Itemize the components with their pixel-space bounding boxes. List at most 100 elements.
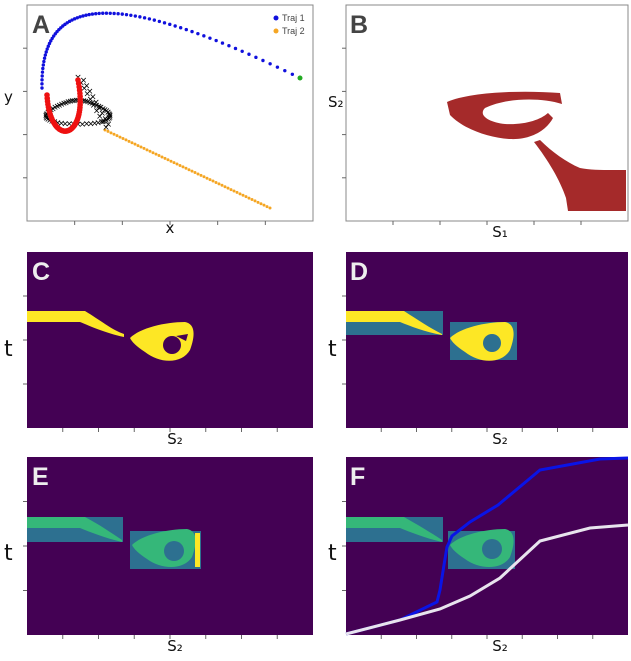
cross-marker: × [98, 118, 106, 128]
traj1-point [87, 12, 91, 17]
cross-marker: × [43, 114, 51, 124]
cross-marker: × [66, 97, 74, 107]
panel-f-white-path [345, 523, 629, 636]
panel-b-ylabel: S₂ [328, 93, 344, 111]
traj1-point [178, 26, 183, 30]
panel-e-band-shape [27, 517, 122, 542]
panel-f-loop-hole [482, 539, 502, 559]
legend-traj1-marker [273, 15, 279, 21]
cross-marker: × [93, 101, 101, 111]
cross-marker: × [58, 119, 66, 129]
cross-marker: × [51, 103, 59, 113]
traj1-point [129, 13, 133, 17]
cross-marker: × [90, 101, 98, 111]
panel-b: B S₁ S₂ [328, 4, 629, 241]
cross-marker: × [84, 90, 92, 100]
cross-marker: × [86, 87, 94, 97]
traj1-point [275, 65, 280, 69]
cross-marker: × [42, 110, 50, 120]
panel-b-ticks [342, 47, 582, 225]
cross-marker: × [43, 109, 51, 119]
legend: Traj 1 Traj 2 [273, 13, 305, 36]
panel-f-loop-shape [450, 529, 514, 568]
traj2-point [250, 197, 254, 201]
traj2-point [154, 152, 158, 156]
cross-marker: × [91, 100, 99, 110]
panel-c-label: C [32, 258, 50, 286]
traj1-point [157, 19, 162, 24]
panel-b-xlabel: S₁ [492, 223, 508, 241]
traj2-point [214, 180, 218, 184]
panel-f-ticks [342, 501, 594, 639]
traj1-point [196, 31, 200, 36]
cross-marker: × [98, 109, 106, 119]
cross-marker: × [106, 110, 114, 120]
cross-marker: × [91, 119, 99, 129]
traj2-point [163, 156, 167, 160]
traj1-point [283, 68, 287, 73]
cross-marker: × [64, 98, 72, 108]
cross-marker: × [92, 98, 100, 108]
traj1-point [138, 15, 142, 19]
cross-marker: × [96, 112, 104, 122]
traj2-point [175, 162, 179, 166]
traj2-point [265, 205, 269, 209]
traj1-point [202, 34, 206, 38]
panel-a: ××××××××××××××××××××××××××××××××××××××× ×… [4, 4, 314, 237]
traj1-point [290, 72, 295, 76]
traj2-point [199, 173, 203, 177]
panel-f-label: F [350, 463, 365, 491]
cross-marker: × [70, 96, 78, 106]
cross-marker: × [105, 114, 113, 124]
red-point [75, 77, 81, 83]
cross-marker: × [58, 100, 66, 110]
cross-marker: × [101, 106, 109, 116]
cross-series: ××××××××××××××××××××××××××××××××××××××× ×… [42, 73, 114, 133]
cross-marker: × [42, 112, 50, 122]
cross-marker: × [94, 118, 102, 128]
traj1-point [173, 24, 177, 28]
traj1-point [184, 27, 188, 32]
panel-d: D S₂ t [328, 252, 628, 448]
panel-d-xlabel: S₂ [492, 430, 508, 448]
traj2-point [238, 192, 242, 196]
traj1-point [45, 47, 49, 51]
traj1-point [40, 86, 44, 90]
traj2-point [241, 193, 245, 197]
traj2-point [220, 183, 224, 187]
traj1-point [78, 15, 82, 19]
panel-d-ticks [342, 295, 594, 432]
panel-c-band-shape [27, 311, 124, 337]
traj1-point [97, 11, 101, 16]
cross-marker: × [68, 97, 76, 107]
region-lower-shape [534, 140, 626, 211]
traj1-point [116, 12, 120, 16]
traj1-point [220, 41, 225, 45]
traj2-point [247, 196, 251, 200]
panel-c-loop-hole [163, 336, 181, 354]
traj1-point [120, 12, 124, 16]
legend-traj1-label: Traj 1 [282, 13, 305, 23]
traj2-point [262, 203, 266, 207]
panel-e-ticks [23, 501, 278, 639]
cross-marker: × [80, 84, 88, 94]
cross-marker: × [99, 104, 107, 114]
cross-marker: × [97, 103, 105, 113]
cross-marker: × [87, 95, 95, 105]
traj1-point [81, 14, 85, 18]
panel-a-frame [26, 4, 314, 222]
traj1-point [90, 12, 95, 16]
cross-marker: × [100, 117, 108, 127]
cross-marker: × [83, 120, 91, 130]
cross-marker: × [104, 108, 112, 118]
traj2-point [217, 182, 221, 186]
panel-e: E S₂ t [4, 457, 313, 655]
cross-marker: × [79, 120, 87, 130]
traj1-point [268, 62, 272, 66]
traj1-point [70, 18, 74, 22]
panel-f-ylabel: t [328, 541, 337, 566]
traj2-point [190, 169, 194, 173]
traj2-point [115, 134, 119, 138]
cross-marker: × [61, 119, 69, 129]
cross-marker: × [49, 104, 57, 114]
